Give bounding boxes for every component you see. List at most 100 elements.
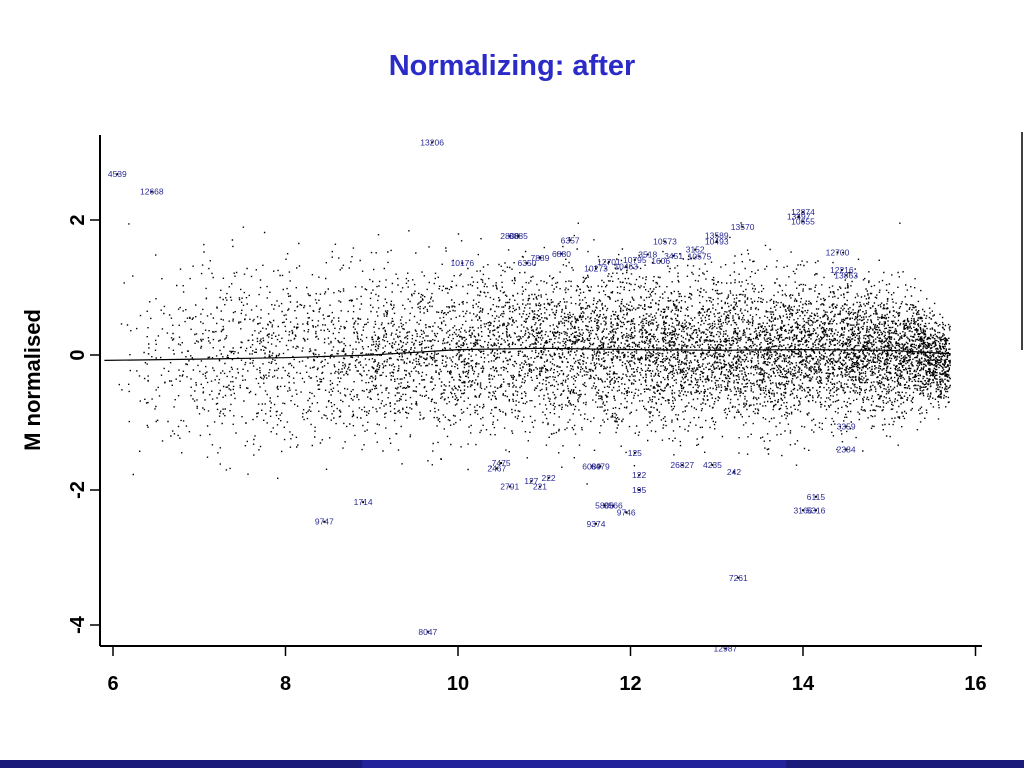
labeled-point bbox=[569, 239, 572, 242]
point-label: 13570 bbox=[731, 222, 755, 232]
labeled-point bbox=[362, 501, 365, 504]
loess-fit-line bbox=[104, 347, 950, 361]
point-label: 6350 bbox=[518, 258, 537, 268]
point-label: 7261 bbox=[729, 573, 748, 583]
point-label: 12700 bbox=[826, 247, 850, 257]
labeled-point bbox=[538, 256, 541, 259]
labeled-point bbox=[461, 262, 464, 265]
labeled-point bbox=[500, 462, 503, 464]
point-label: 13206 bbox=[420, 137, 444, 147]
point-label: 2808 bbox=[500, 231, 519, 241]
point-label: 9747 bbox=[315, 517, 334, 527]
point-label: 8566 bbox=[604, 501, 623, 511]
point-label: 221 bbox=[533, 482, 547, 492]
labeled-point bbox=[323, 520, 326, 523]
point-label: 12668 bbox=[140, 187, 164, 197]
point-label: 3166 bbox=[794, 505, 813, 515]
labeled-point bbox=[711, 464, 714, 467]
labeled-point bbox=[150, 190, 153, 193]
labeled-point bbox=[590, 465, 593, 468]
point-label: 13589 bbox=[705, 231, 729, 241]
point-label: 8047 bbox=[418, 627, 437, 637]
point-label: 3152 bbox=[686, 245, 705, 255]
labeled-point bbox=[845, 448, 848, 451]
point-label: 125 bbox=[628, 448, 642, 458]
point-label: 9374 bbox=[587, 519, 606, 529]
point-label: 2467 bbox=[487, 463, 506, 473]
labeled-point bbox=[517, 235, 520, 238]
y-tick-label: -2 bbox=[67, 481, 89, 499]
point-label: 3518 bbox=[638, 249, 657, 259]
point-label: 4539 bbox=[108, 169, 127, 179]
labeled-point bbox=[633, 258, 636, 261]
labeled-point bbox=[638, 489, 641, 491]
point-label: 7475 bbox=[492, 458, 511, 468]
labeled-point bbox=[737, 576, 740, 579]
labeled-point bbox=[603, 504, 606, 507]
labeled-point bbox=[840, 268, 843, 271]
point-label: 195 bbox=[632, 485, 646, 495]
x-tick-label: 12 bbox=[619, 673, 641, 695]
labeled-point bbox=[715, 240, 718, 243]
point-label: 3451 bbox=[664, 251, 683, 261]
labeled-point bbox=[612, 504, 615, 507]
labeled-point bbox=[538, 485, 541, 488]
labeled-point bbox=[724, 647, 727, 650]
point-label: 122 bbox=[632, 470, 646, 480]
labeled-point bbox=[672, 254, 675, 257]
fit-line bbox=[104, 347, 950, 361]
point-label: 3885 bbox=[509, 231, 528, 241]
point-label: 12701 bbox=[597, 257, 621, 267]
x-tick-label: 6 bbox=[107, 673, 118, 695]
point-label: 4235 bbox=[703, 460, 722, 470]
labeled-point bbox=[495, 467, 498, 470]
labeled-point bbox=[814, 509, 817, 512]
point-label: 7889 bbox=[530, 253, 549, 263]
point-label: 222 bbox=[541, 473, 555, 483]
labeled-point bbox=[664, 240, 666, 243]
labeled-point bbox=[802, 509, 804, 512]
labeled-point bbox=[741, 225, 744, 228]
x-tick-label: 8 bbox=[280, 673, 291, 695]
x-tick-label: 16 bbox=[964, 673, 986, 695]
point-label: 10176 bbox=[450, 258, 474, 268]
labeled-point bbox=[526, 262, 528, 265]
labeled-point bbox=[116, 173, 119, 176]
y-tick-label: 0 bbox=[67, 349, 89, 360]
point-label: 6089 bbox=[582, 461, 601, 471]
labeled-point bbox=[431, 141, 434, 144]
point-label: 9746 bbox=[617, 507, 636, 517]
point-label: 6357 bbox=[561, 235, 580, 245]
y-tick-label: 2 bbox=[67, 214, 89, 225]
labeled-point bbox=[814, 495, 817, 498]
point-label: 6479 bbox=[591, 461, 610, 471]
point-label: 10655 bbox=[791, 216, 815, 226]
labeled-point bbox=[802, 210, 804, 213]
point-label: 26827 bbox=[670, 460, 694, 470]
labeled-point bbox=[595, 267, 597, 270]
point-label: 10575 bbox=[688, 251, 712, 261]
y-axis-label: M normalised bbox=[20, 309, 45, 451]
labeled-point bbox=[845, 425, 848, 428]
labeled-point bbox=[694, 248, 697, 251]
labeled-point bbox=[560, 252, 563, 255]
point-label: 3359 bbox=[837, 422, 856, 432]
labeled-point bbox=[530, 480, 533, 483]
point-label: 6115 bbox=[807, 492, 826, 502]
labeled-point bbox=[595, 522, 597, 525]
point-label: 5806 bbox=[595, 501, 614, 511]
labeled-point bbox=[508, 235, 511, 238]
point-label: 2791 bbox=[500, 482, 519, 492]
labeled-point bbox=[715, 234, 718, 237]
labeled-point bbox=[547, 476, 550, 479]
labeled-point bbox=[698, 255, 701, 258]
point-label: 10273 bbox=[584, 264, 608, 274]
point-label: 5316 bbox=[806, 505, 825, 515]
labeled-point bbox=[802, 220, 804, 223]
point-label: 13497 bbox=[787, 212, 811, 222]
labeled-point bbox=[681, 464, 684, 467]
labeled-point bbox=[659, 260, 662, 263]
labeled-point bbox=[625, 265, 628, 268]
point-label: 12987 bbox=[714, 644, 738, 654]
